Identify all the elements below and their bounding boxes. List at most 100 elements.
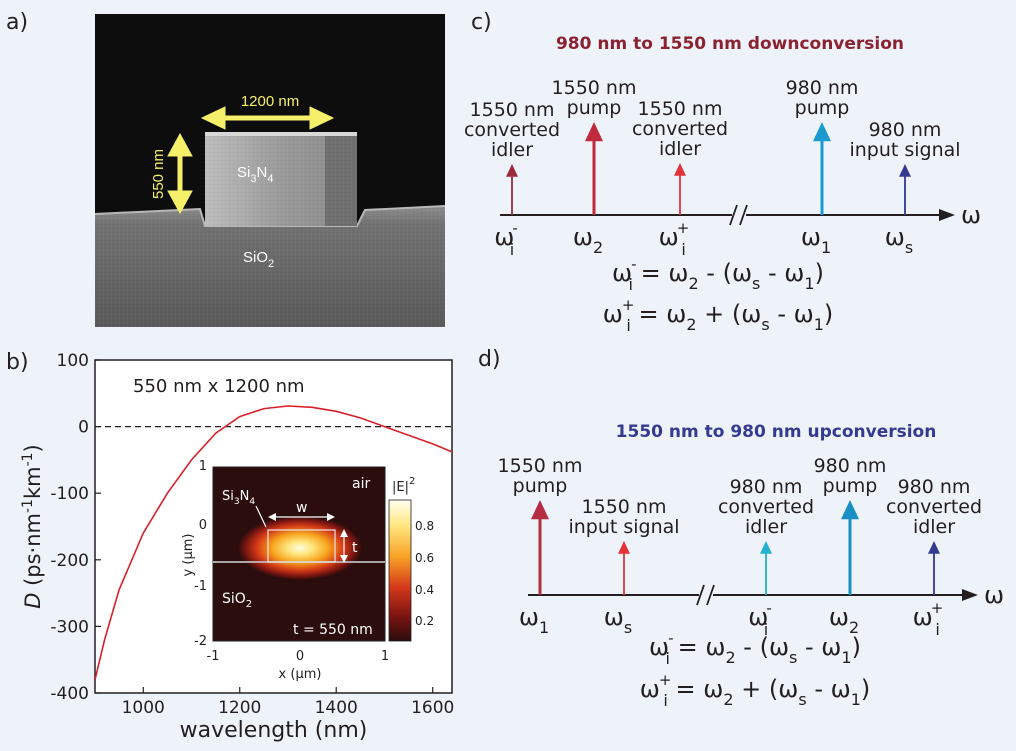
colorbar-tick: 0.8	[415, 519, 434, 533]
arrow-label-line: 1550 nm	[582, 496, 667, 518]
frequency-arrow	[674, 163, 686, 215]
frequency-symbol: ω+ i	[659, 219, 690, 259]
colorbar	[388, 499, 412, 642]
arrow-label-line: converted	[632, 118, 728, 140]
inset-x-tick: 0	[296, 649, 304, 664]
equation-idler-minus: ω-i = ω2 - (ωs - ω1)	[649, 629, 861, 668]
frequency-symbol: ωs	[885, 223, 913, 257]
arrow-label-line: idler	[745, 516, 787, 538]
diagram-downconversion: 980 nm to 1550 nm downconversion ω 1550 nm…	[464, 34, 981, 335]
arrow-label-line: pump	[823, 475, 878, 497]
x-axis-label: wavelength (nm)	[180, 718, 368, 743]
substrate-material-label: SiO2	[243, 249, 274, 270]
inset-y-tick: 1	[199, 459, 207, 474]
colorbar-tick: 0.4	[415, 583, 434, 597]
y-tick-label: -100	[50, 484, 89, 504]
sem-annotations: 1200 nm 550 nm Si3N4 SiO2	[150, 93, 335, 270]
y-tick-label: 0	[78, 418, 89, 438]
frequency-symbol: ω-i	[494, 219, 518, 259]
frequency-symbol: ωs	[604, 603, 632, 637]
arrow-label-line: input signal	[568, 516, 679, 538]
frequency-arrow	[928, 541, 940, 595]
colorbar-tick: 0.6	[415, 551, 434, 565]
arrow-label-line: idler	[659, 138, 701, 160]
diagram-title: 1550 nm to 980 nm upconversion	[616, 422, 937, 442]
arrow-label-line: pump	[567, 97, 622, 119]
arrow-label-line: converted	[886, 496, 982, 518]
arrow-label-line: 980 nm	[814, 455, 887, 477]
y-axis-label: D (ps·nm-1km-1)	[20, 444, 45, 609]
arrow-label-line: idler	[491, 139, 533, 161]
diagram-title: 980 nm to 1550 nm downconversion	[556, 34, 904, 54]
height-arrow	[167, 132, 193, 215]
arrow-label-line: 980 nm	[786, 77, 859, 99]
inset-y-tick: -2	[194, 634, 207, 649]
axis-omega-symbol: ω	[961, 201, 981, 229]
frequency-symbol: ω2	[829, 603, 859, 637]
width-arrow	[200, 106, 335, 130]
t-label: t	[352, 540, 358, 556]
core-material-label: Si3N4	[237, 164, 273, 185]
core-outline	[267, 529, 336, 563]
panel-label-c: c)	[471, 10, 492, 35]
panel-label-b: b)	[6, 350, 29, 375]
core-pointer	[255, 505, 267, 528]
equation-idler-minus: ω-i = ω2 - (ωs - ω1)	[612, 255, 824, 294]
w-label: w	[296, 500, 307, 516]
x-tick-label: 1600	[411, 698, 454, 718]
inset-core-label: Si3N4	[222, 489, 255, 507]
arrow-label-line: pump	[795, 97, 850, 119]
frequency-arrow	[760, 541, 772, 595]
frequency-arrow	[899, 164, 911, 215]
frequency-symbol: ω2	[573, 223, 603, 257]
diagram-upconversion: 1550 nm to 980 nm upconversion ω 1550 nm pu…	[498, 422, 1005, 710]
inset-x-label: x (μm)	[279, 667, 322, 682]
inset-x-tick: 1	[381, 649, 389, 664]
frequency-arrow	[618, 541, 630, 595]
frequency-symbol: ω+ i	[913, 599, 944, 639]
panel-label-d: d)	[478, 347, 501, 372]
arrow-label-line: converted	[718, 496, 814, 518]
mode-profile	[238, 516, 362, 580]
t-value-label: t = 550 nm	[293, 622, 373, 638]
arrow-label-line: 980 nm	[898, 476, 971, 498]
frequency-symbol: ω1	[801, 223, 831, 257]
sem-drawing	[95, 14, 445, 327]
equation-idler-plus: ω+ i = ω2 + (ωs - ω1)	[640, 671, 871, 710]
frequency-axis: ω	[500, 201, 981, 229]
inset-y-tick: -1	[194, 579, 207, 594]
arrow-label-line: 980 nm	[869, 119, 942, 141]
arrow-label-line: 1550 nm	[470, 99, 555, 121]
sem-image: 1200 nm 550 nm Si3N4 SiO2	[95, 14, 445, 327]
x-tick-label: 1400	[315, 698, 358, 718]
arrow-label-line: pump	[513, 475, 568, 497]
arrow-label-line: idler	[913, 516, 955, 538]
frequency-arrow	[813, 122, 831, 215]
axis-break	[729, 204, 748, 226]
dispersion-curve	[95, 405, 452, 680]
axis-omega-symbol: ω	[984, 581, 1004, 609]
frequency-axis: ω	[528, 581, 1004, 609]
frequency-arrow	[506, 164, 518, 215]
y-tick-label: -400	[50, 684, 89, 704]
height-label: 550 nm	[150, 149, 167, 199]
y-tick-label: -300	[50, 617, 89, 637]
frequency-symbol: ω-i	[748, 599, 772, 639]
colorbar-tick: 0.2	[415, 614, 434, 628]
inset-x-tick: -1	[207, 649, 220, 664]
arrow-label-line: input signal	[849, 139, 960, 161]
frequency-symbol: ω1	[519, 603, 549, 637]
equation-idler-plus: ω+ i = ω2 + (ωs - ω1)	[603, 296, 834, 335]
y-tick-label: -200	[50, 551, 89, 571]
arrow-label-line: converted	[464, 119, 560, 141]
arrow-label-line: 1550 nm	[552, 77, 637, 99]
axis-break	[696, 584, 715, 606]
x-tick-label: 1200	[218, 698, 261, 718]
inset-substrate-label: SiO2	[222, 591, 252, 610]
arrow-label-line: 1550 nm	[638, 98, 723, 120]
chart-title: 550 nm x 1200 nm	[133, 376, 305, 397]
air-label: air	[352, 476, 370, 492]
width-label: 1200 nm	[241, 93, 299, 110]
inset-y-tick: 0	[199, 518, 207, 533]
